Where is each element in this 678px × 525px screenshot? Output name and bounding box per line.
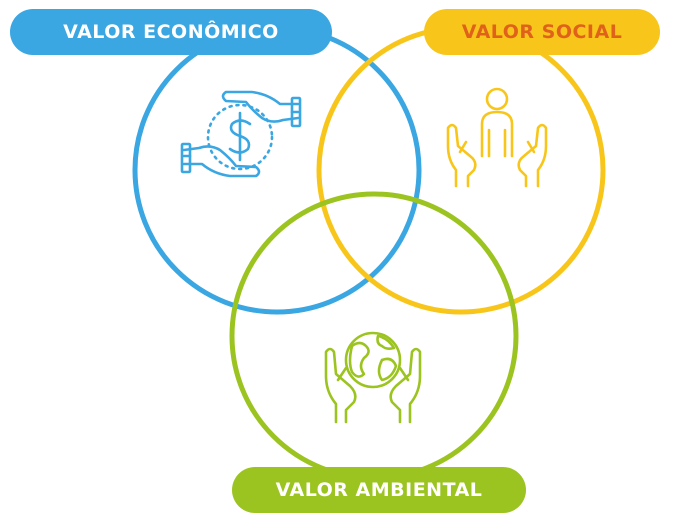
label-environmental-value: VALOR AMBIENTAL — [232, 467, 526, 513]
hands-supporting-person-icon — [446, 87, 548, 188]
hands-exchange-money-icon — [180, 90, 302, 178]
circle-social — [316, 25, 606, 315]
label-economic-value: VALOR ECONÔMICO — [10, 9, 332, 55]
label-social-value: VALOR SOCIAL — [424, 9, 660, 55]
circle-economic — [132, 25, 422, 315]
hands-holding-globe-icon — [324, 331, 422, 424]
circle-environmental — [229, 191, 519, 481]
